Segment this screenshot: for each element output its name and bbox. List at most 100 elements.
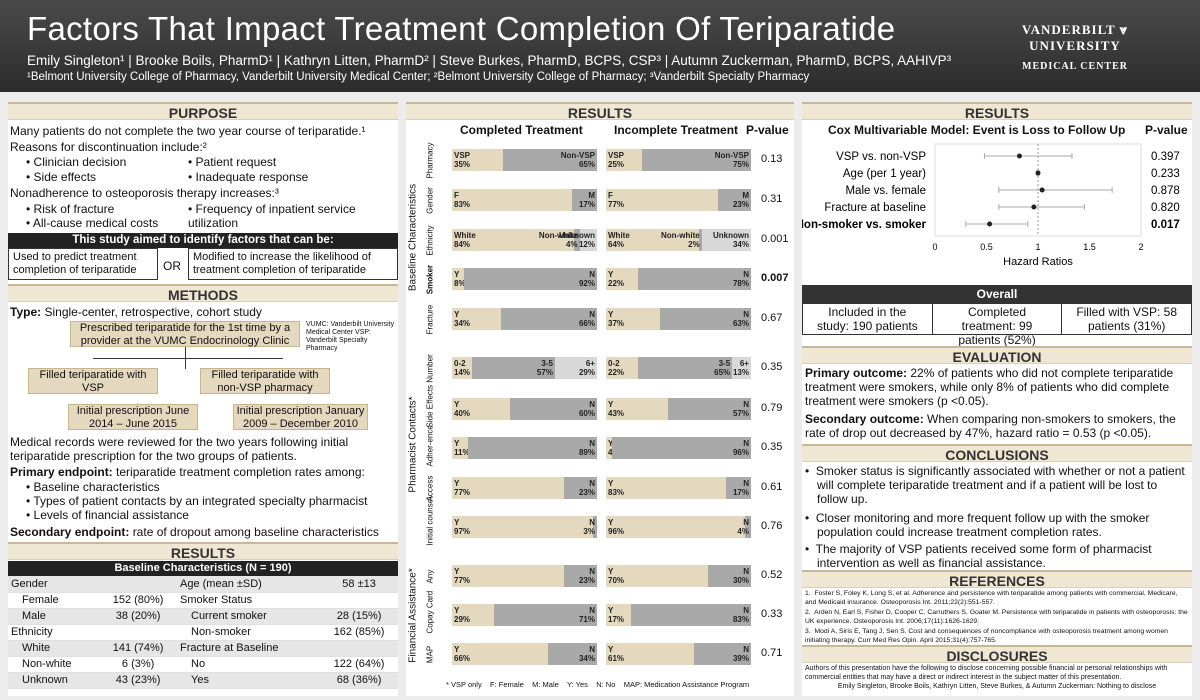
left-column: PURPOSE Many patients do not complete th… [8, 102, 398, 696]
middle-column: RESULTS Completed Treatment Incomplete T… [406, 102, 794, 696]
disclosures-names: Emily Singleton, Brooke Boils, Kathryn L… [837, 683, 1157, 690]
nonadh-1: • Risk of fracture [26, 202, 115, 216]
completed-bar: VSP 35% Non-VSP 65% [452, 149, 597, 171]
purpose-nonadh: Nonadherence to osteoporosis therapy inc… [10, 186, 279, 200]
date-right: Initial prescription January 2009 – Dece… [233, 404, 368, 430]
flow-top: Prescribed teriparatide for the 1st time… [70, 321, 300, 347]
segment-label: Y 11% [454, 439, 470, 457]
overall-vsp: Filled with VSP: 58 patients (31%) [1076, 305, 1178, 333]
reason-2: • Patient request [188, 155, 277, 169]
baseline-cell: 141 (74%) [99, 640, 177, 657]
endpoint-1: • Baseline characteristics [26, 480, 160, 494]
row-pvalue: 0.001 [761, 233, 789, 245]
completed-bar: Y 77% N 23% [452, 477, 597, 499]
x-axis-label: Hazard Ratios [1003, 256, 1073, 268]
segment-label: N 17% [732, 479, 749, 497]
row-label: Fracture [425, 304, 435, 335]
baseline-cell: 68 (36%) [320, 672, 398, 689]
bar-segment: Y 34% [452, 308, 502, 330]
baseline-cell: No [177, 656, 321, 673]
bar-segment: 6+ 13% [732, 357, 751, 379]
completed-bar: F 83% M 17% [452, 189, 597, 211]
segment-label: M 23% [732, 191, 749, 209]
segment-label: Y 22% [608, 270, 625, 288]
row-pvalue: 0.007 [761, 272, 789, 284]
methods-type: Type: Single-center, retrospective, coho… [10, 305, 262, 319]
baseline-cell: 58 ±13 [320, 576, 398, 593]
segment-label: N 66% [578, 310, 595, 328]
segment-label: Y 83% [608, 479, 625, 497]
hazard-point [987, 221, 993, 227]
bar-segment: Y 70% [606, 565, 708, 587]
vanderbilt-logo: VANDERBILT ⩔ UNIVERSITY MEDICAL CENTER [975, 22, 1175, 72]
row-label: Ethnicity [425, 225, 435, 256]
bar-segment: N 66% [501, 308, 597, 330]
baseline-cell: Ethnicity [8, 624, 100, 641]
disclosures-text: Authors of this presentation have the fo… [805, 665, 1168, 681]
bar-segment: White 64% [606, 229, 699, 251]
reference-1: 1. Foster S, Foley K, Long S, et al. Adh… [805, 590, 1178, 606]
endpoint-3: • Levels of financial assistance [26, 508, 189, 522]
right-column: RESULTS Cox Multivariable Model: Event i… [802, 102, 1192, 696]
bar-segment: 0-2 22% [606, 357, 638, 379]
hazard-point [1016, 153, 1022, 159]
row-label: Adher-ence [425, 425, 435, 467]
x-tick-label: 0 [932, 242, 937, 252]
flow-right: Filled teriparatide with non-VSP pharmac… [200, 368, 330, 394]
segment-label: 3-5 65% [714, 359, 731, 377]
overall-completed: Completed treatment: 99 patients (52%) [933, 304, 1063, 347]
bar-segment: Y 8% [452, 268, 466, 290]
row-label: Pharmacy [425, 142, 435, 179]
conclusion-1: • Smoker status is significantly associa… [805, 464, 1185, 506]
row-label: Any [425, 569, 435, 584]
segment-label: N 63% [732, 310, 749, 328]
segment-label: F 77% [608, 191, 625, 209]
forest-pvalue: 0.878 [1151, 185, 1180, 197]
overall-heading: Overall [802, 285, 1192, 303]
bar-segment: Non-white 2% [661, 229, 702, 251]
segment-label: Y 77% [454, 567, 471, 585]
bar-segment: N 96% [611, 437, 751, 459]
bar-segment: Y 37% [606, 308, 660, 330]
secondary-endpoint: Secondary endpoint: rate of dropout amon… [10, 525, 379, 539]
forest-category-label: Fracture at baseline [824, 202, 926, 214]
methods-heading: METHODS [8, 284, 398, 303]
forest-plot: VSP vs. non-VSP 0.397 Age (per 1 year) 0.23… [802, 143, 1180, 268]
footnote: * VSP only F: Female M: Male Y: Yes N: N… [446, 680, 750, 689]
row-pvalue: 0.71 [761, 647, 783, 659]
bar-segment: Non-VSP 65% [502, 149, 597, 171]
forest-pvalue: 0.820 [1151, 202, 1180, 214]
bar-segment: Y 77% [452, 565, 564, 587]
baseline-cell: Gender [8, 576, 100, 593]
bar-segment: F 83% [452, 189, 573, 211]
x-tick-label: 2 [1138, 242, 1143, 252]
row-pvalue: 0.35 [761, 441, 783, 453]
segment-label: White 84% [454, 231, 476, 249]
row-pvalue: 0.79 [761, 402, 783, 414]
bar-segment: Y 43% [606, 398, 669, 420]
segment-label: Y 61% [608, 645, 625, 663]
reason-3: • Side effects [26, 170, 97, 184]
segment-label: 0-2 14% [454, 359, 471, 377]
bar-segment: Y 29% [452, 604, 495, 626]
baseline-cell: 122 (64%) [320, 656, 398, 673]
segment-label: N 78% [732, 270, 749, 288]
completed-bar: Y 77% N 23% [452, 565, 597, 587]
group-baseline-label: Baseline Characteristics [407, 183, 419, 292]
incomplete-bar: Y 43% N 57% [606, 398, 751, 420]
col-completed: Completed Treatment [460, 123, 583, 137]
incomplete-bar: Y 4%N 96% [606, 437, 751, 459]
row-label: Side Effects [425, 384, 435, 428]
bar-segment: N 92% [463, 268, 597, 290]
bar-segment: Y 11% [452, 437, 470, 459]
bar-segment: Y 66% [452, 643, 548, 665]
aim-or: OR [163, 259, 181, 273]
segment-label: 0-2 22% [608, 359, 625, 377]
baseline-cell: Yes [177, 672, 321, 689]
methods-records: Medical records were reviewed for the tw… [10, 435, 349, 463]
hazard-point [1035, 170, 1041, 176]
results-heading: RESULTS [406, 102, 794, 121]
bar-segment: 0-2 14% [452, 357, 473, 379]
bar-segment: VSP 25% [606, 149, 643, 171]
completed-bar: Y 40% N 60% [452, 398, 597, 420]
